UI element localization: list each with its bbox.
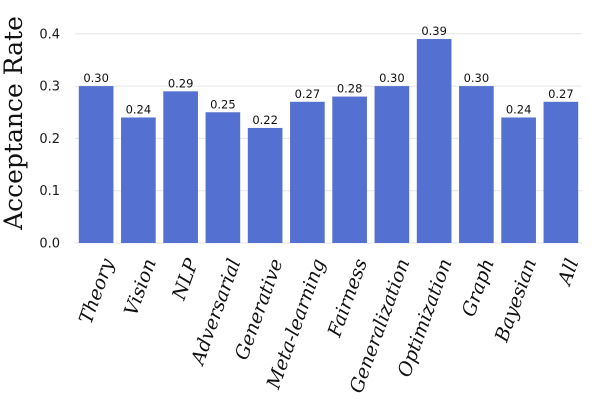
y-axis-title: Acceptance Rate: [0, 16, 28, 231]
bar: [121, 117, 156, 243]
bar: [163, 91, 198, 243]
y-tick-label: 0.4: [39, 27, 60, 42]
x-tick-label: Theory: [75, 256, 119, 327]
y-axis: 0.0 0.1 0.2 0.3 0.4: [39, 27, 60, 251]
bar-value-label: 0.30: [464, 71, 490, 85]
bar-value-label: 0.22: [252, 113, 278, 127]
bar: [501, 117, 536, 243]
bar-value-label: 0.27: [295, 87, 321, 101]
bar: [247, 127, 283, 243]
bar-layer: [78, 39, 579, 243]
bar-value-label: 0.29: [168, 76, 194, 90]
bar-value-label: 0.25: [210, 97, 236, 111]
bar: [543, 101, 579, 243]
bar: [205, 112, 241, 243]
x-axis: Theory Vision NLPAdversarialGenerativeMeta…: [75, 255, 583, 396]
y-tick-label: 0.0: [39, 237, 60, 252]
data-label-layer: 0.30 0.24 0.29 0.25 0.22 0.27 0.28 0.30 0.39 0.30…: [83, 24, 573, 127]
y-tick-label: 0.3: [39, 80, 60, 95]
x-tick-label: Bayesian: [490, 256, 541, 346]
y-tick-label: 0.1: [39, 184, 60, 199]
bar-value-label: 0.30: [83, 71, 109, 85]
bar-value-label: 0.39: [421, 24, 447, 38]
bar: [78, 86, 114, 243]
x-tick-label: All: [553, 256, 583, 290]
x-tick-label: Vision: [120, 256, 161, 319]
y-tick-label: 0.2: [39, 132, 60, 147]
x-tick-label: Fairness: [323, 256, 372, 341]
bar-value-label: 0.28: [337, 82, 363, 96]
bar: [416, 39, 452, 243]
x-tick-label: Graph: [458, 256, 499, 320]
grid-layer: [75, 33, 582, 244]
bar: [459, 86, 494, 243]
bar-value-label: 0.27: [548, 87, 574, 101]
x-tick-label: NLP: [168, 255, 204, 304]
bar-value-label: 0.30: [379, 71, 405, 85]
bar: [332, 96, 367, 243]
bar: [290, 101, 325, 243]
bar-value-label: 0.24: [126, 102, 152, 116]
bar: [374, 86, 410, 243]
bar-value-label: 0.24: [506, 102, 532, 116]
